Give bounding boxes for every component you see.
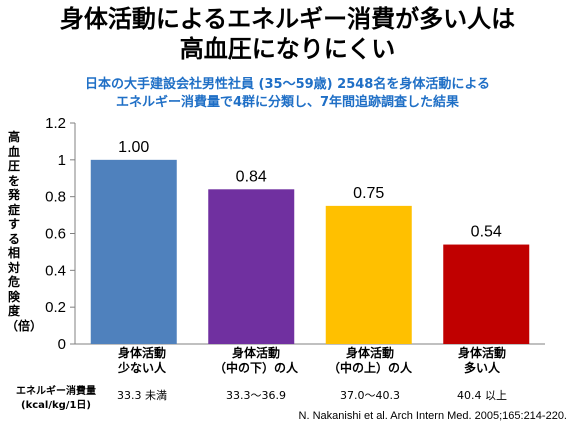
chart-subtitle-line2: エネルギー消費量で4群に分類し、7年間追跡調査した結果	[115, 95, 460, 110]
bar-1	[90, 159, 177, 344]
energy-range-2: 33.3～36.9	[226, 389, 286, 402]
bar-value-label-2: 0.84	[236, 168, 267, 185]
bar-value-label-3: 0.75	[353, 185, 384, 202]
chart-title-line1: 身体活動によるエネルギー消費が多い人は	[59, 5, 516, 33]
y-tick-label: 0.8	[45, 189, 66, 206]
y-tick-label: 0.4	[45, 262, 66, 279]
y-tick-label: 1.2	[45, 115, 66, 132]
chart-subtitle-line1: 日本の大手建設会社男性社員 (35～59歳) 2548名を身体活動による	[85, 77, 490, 92]
x-category-label-1: 身体活動 少ない人	[117, 346, 166, 375]
bar-value-label-4: 0.54	[471, 224, 502, 241]
x-category-label-4: 身体活動 多い人	[457, 346, 506, 375]
energy-range-1: 33.3 未満	[117, 389, 167, 402]
x-category-label-3: 身体活動 （中の上）の人	[327, 346, 412, 375]
citation: N. Nakanishi et al. Arch Intern Med. 200…	[298, 410, 567, 422]
bar-4	[443, 244, 530, 344]
bar-3	[325, 205, 412, 344]
x-category-label-2: 身体活動 （中の下）の人	[213, 346, 298, 375]
y-tick-label: 0.2	[45, 299, 66, 316]
y-axis-label: 高血圧を発症する相対危険度（倍）	[6, 130, 43, 333]
energy-range-4: 40.4 以上	[457, 389, 507, 402]
chart-title-line2: 高血圧になりにくい	[179, 35, 396, 63]
bar-value-label-1: 1.00	[118, 139, 149, 156]
y-tick-label: 0.6	[45, 226, 66, 243]
y-tick-label: 0	[58, 336, 66, 353]
y-tick-label: 1	[58, 152, 66, 169]
bar-2	[208, 189, 295, 344]
energy-row-label: エネルギー消費量 (kcal/kg/1日)	[16, 386, 96, 411]
energy-range-3: 37.0～40.3	[340, 389, 400, 402]
